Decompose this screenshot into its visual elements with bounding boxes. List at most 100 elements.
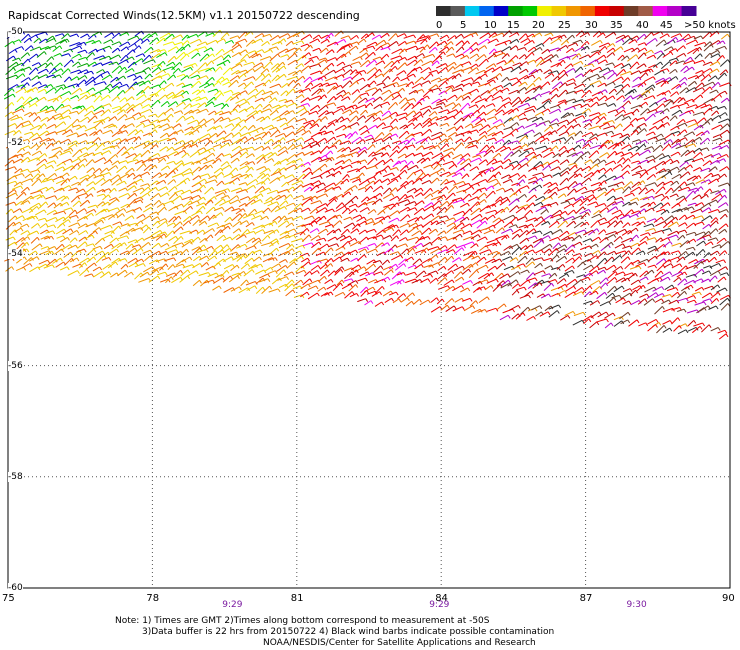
wind-barb-flag — [229, 164, 233, 169]
wind-barb — [459, 202, 468, 208]
wind-barb — [269, 34, 279, 42]
wind-barb-flag — [700, 124, 704, 129]
wind-barb-flag — [373, 209, 377, 213]
wind-barb — [86, 52, 93, 59]
wind-barb-flag — [612, 69, 616, 74]
wind-barb — [77, 75, 86, 81]
wind-barb — [380, 152, 388, 158]
wind-barb-flag — [222, 192, 226, 196]
wind-barb-flag — [539, 184, 543, 189]
wind-barb — [53, 210, 64, 215]
wind-barb — [300, 207, 309, 213]
wind-barb — [147, 93, 156, 101]
wind-barb-flag — [318, 180, 322, 184]
wind-barb-flag — [477, 81, 481, 86]
wind-barb-flag — [724, 112, 728, 116]
wind-barb-flag — [278, 171, 282, 175]
wind-barb-flag — [132, 172, 136, 177]
wind-barb — [33, 37, 40, 44]
wind-barb-flag — [87, 199, 91, 204]
wind-barb-flag — [430, 60, 434, 65]
wind-barb-flag — [542, 105, 546, 110]
wind-barb-flag — [413, 171, 417, 176]
wind-barb-flag — [53, 87, 57, 91]
wind-barb-flag — [510, 126, 514, 131]
wind-barb-flag — [439, 55, 443, 60]
wind-barb — [446, 109, 457, 115]
wind-barb — [415, 38, 426, 43]
wind-barb-flag — [636, 197, 640, 202]
wind-barb-flag — [476, 129, 479, 134]
wind-barb — [381, 165, 389, 172]
wind-barb — [196, 123, 205, 130]
wind-barb-flag — [628, 63, 632, 68]
wind-barb — [606, 52, 614, 58]
wind-barb-flag — [460, 125, 464, 129]
wind-barb — [36, 109, 47, 114]
wind-barb — [654, 110, 663, 114]
wind-barb-flag — [652, 76, 656, 80]
wind-barb — [472, 154, 480, 158]
wind-barb — [572, 103, 581, 108]
wind-barb — [597, 132, 606, 137]
wind-barb-flag — [13, 55, 17, 60]
wind-barb-flag — [143, 115, 147, 119]
wind-barb — [494, 138, 503, 144]
wind-barb — [591, 49, 599, 54]
wind-barb-flag — [638, 160, 642, 165]
wind-barb — [604, 31, 615, 39]
wind-barb-flag — [266, 215, 270, 220]
wind-barb-flag — [98, 91, 102, 95]
wind-barb — [710, 217, 717, 223]
wind-barb — [53, 202, 61, 209]
wind-barb — [445, 85, 453, 89]
wind-barb — [630, 129, 637, 136]
wind-barb — [350, 34, 357, 41]
wind-barb-flag — [194, 63, 198, 67]
wind-barb — [22, 195, 32, 203]
wind-barb — [632, 94, 641, 100]
wind-barb — [565, 98, 575, 103]
wind-barb — [290, 144, 302, 151]
wind-barb — [124, 68, 133, 74]
wind-barb — [20, 66, 30, 72]
wind-barb-flag — [572, 147, 576, 152]
wind-barb — [695, 70, 703, 74]
wind-barb — [572, 60, 582, 66]
wind-barb-flag — [717, 61, 721, 65]
wind-barb — [690, 208, 701, 214]
wind-barb — [310, 131, 321, 138]
wind-barb-flag — [538, 86, 542, 90]
wind-barb — [518, 204, 528, 209]
wind-barb — [214, 66, 221, 73]
wind-barb — [191, 52, 199, 59]
wind-barb-flag — [373, 176, 377, 180]
wind-barb — [644, 182, 655, 187]
wind-barb-flag — [334, 198, 337, 203]
wind-barb — [245, 161, 253, 166]
wind-barb-flag — [53, 109, 57, 114]
wind-barb-flag — [466, 216, 470, 221]
wind-barb — [676, 122, 686, 128]
wind-barb-flag — [38, 81, 42, 85]
wind-barb — [184, 115, 193, 121]
wind-barb — [184, 131, 192, 136]
wind-barb — [267, 201, 278, 207]
wind-barb-flag — [663, 138, 667, 142]
wind-barb — [656, 181, 664, 188]
wind-barb-flag — [335, 82, 339, 87]
wind-barb-flag — [134, 43, 138, 47]
wind-barb — [639, 72, 647, 79]
wind-barb — [206, 60, 213, 67]
wind-barb-flag — [108, 194, 111, 199]
wind-barb-flag — [432, 54, 436, 58]
wind-barb-flag — [304, 118, 308, 122]
wind-barb — [605, 175, 616, 182]
wind-barb-flag — [319, 156, 323, 161]
wind-barb — [77, 49, 86, 54]
wind-barb — [318, 57, 326, 61]
wind-barb — [198, 149, 209, 156]
wind-barb-flag — [716, 110, 720, 115]
wind-barb — [85, 193, 92, 199]
wind-barb-flag — [109, 45, 112, 50]
